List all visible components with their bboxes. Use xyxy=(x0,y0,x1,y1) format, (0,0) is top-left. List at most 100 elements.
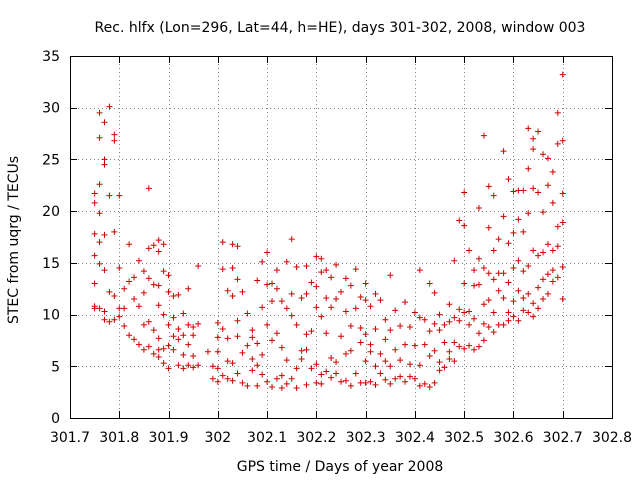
data-point xyxy=(229,292,236,299)
x-tick-label: 302.6 xyxy=(493,430,533,446)
data-point xyxy=(456,306,463,313)
data-point xyxy=(431,289,438,296)
data-point xyxy=(540,209,547,216)
data-point xyxy=(357,325,364,332)
data-point xyxy=(160,268,167,275)
data-point xyxy=(510,313,517,320)
data-point xyxy=(254,362,261,369)
data-point xyxy=(278,344,285,351)
data-point xyxy=(170,333,177,340)
x-tick-label: 302.2 xyxy=(296,430,336,446)
grid xyxy=(70,56,612,418)
data-point xyxy=(549,168,556,175)
data-point xyxy=(273,285,280,292)
data-point xyxy=(175,326,182,333)
data-point xyxy=(190,352,197,359)
data-point xyxy=(298,347,305,354)
data-point xyxy=(406,323,413,330)
data-point xyxy=(111,228,118,235)
data-point xyxy=(362,297,369,304)
data-point xyxy=(126,332,133,339)
data-point xyxy=(185,321,192,328)
x-tick-label: 301.9 xyxy=(148,430,188,446)
data-point xyxy=(278,385,285,392)
data-point xyxy=(333,370,340,377)
data-point xyxy=(475,343,482,350)
data-point xyxy=(96,260,103,267)
data-point xyxy=(392,346,399,353)
data-point xyxy=(264,321,271,328)
data-point xyxy=(313,379,320,386)
data-point xyxy=(540,276,547,283)
data-point xyxy=(544,290,551,297)
data-point xyxy=(234,333,241,340)
data-point xyxy=(372,290,379,297)
data-point xyxy=(165,288,172,295)
data-point xyxy=(264,378,271,385)
data-point xyxy=(96,210,103,217)
data-point xyxy=(288,236,295,243)
data-point xyxy=(219,326,226,333)
data-point xyxy=(446,318,453,325)
data-point xyxy=(229,241,236,248)
data-point xyxy=(101,308,108,315)
data-point xyxy=(313,304,320,311)
data-point xyxy=(239,379,246,386)
data-point xyxy=(525,309,532,316)
data-point xyxy=(239,288,246,295)
y-tick-label: 10 xyxy=(42,308,60,324)
data-point xyxy=(475,330,482,337)
data-point xyxy=(224,287,231,294)
data-point xyxy=(530,185,537,192)
data-point xyxy=(441,321,448,328)
data-point xyxy=(461,309,468,316)
data-point xyxy=(323,295,330,302)
data-point xyxy=(515,216,522,223)
data-point xyxy=(121,322,128,329)
data-point xyxy=(111,292,118,299)
data-point xyxy=(224,335,231,342)
data-point xyxy=(382,358,389,365)
data-point xyxy=(293,321,300,328)
data-point xyxy=(155,353,162,360)
data-point xyxy=(91,280,98,287)
data-point xyxy=(140,289,147,296)
data-point xyxy=(549,247,556,254)
data-point xyxy=(313,253,320,260)
data-point xyxy=(505,309,512,316)
data-point xyxy=(101,231,108,238)
x-tick-label: 302.4 xyxy=(395,430,435,446)
data-point xyxy=(480,337,487,344)
data-point xyxy=(495,287,502,294)
data-point xyxy=(293,365,300,372)
data-point xyxy=(525,165,532,172)
data-point xyxy=(264,281,271,288)
data-point xyxy=(342,308,349,315)
data-point xyxy=(544,182,551,189)
data-point xyxy=(471,346,478,353)
data-point xyxy=(195,362,202,369)
data-point xyxy=(145,343,152,350)
data-point xyxy=(362,280,369,287)
data-point xyxy=(510,188,517,195)
data-point xyxy=(347,347,354,354)
data-point xyxy=(451,314,458,321)
data-point xyxy=(155,248,162,255)
data-point xyxy=(416,362,423,369)
data-point xyxy=(234,243,241,250)
data-point xyxy=(111,316,118,323)
data-point xyxy=(382,376,389,383)
x-tick-label: 301.8 xyxy=(99,430,139,446)
data-point xyxy=(229,360,236,367)
data-point xyxy=(175,336,182,343)
data-point xyxy=(155,282,162,289)
data-point xyxy=(480,132,487,139)
data-point xyxy=(406,373,413,380)
data-point xyxy=(96,134,103,141)
data-point xyxy=(278,372,285,379)
data-point xyxy=(471,315,478,322)
data-point xyxy=(214,378,221,385)
data-point xyxy=(347,382,354,389)
data-point xyxy=(436,359,443,366)
data-point xyxy=(500,270,507,277)
